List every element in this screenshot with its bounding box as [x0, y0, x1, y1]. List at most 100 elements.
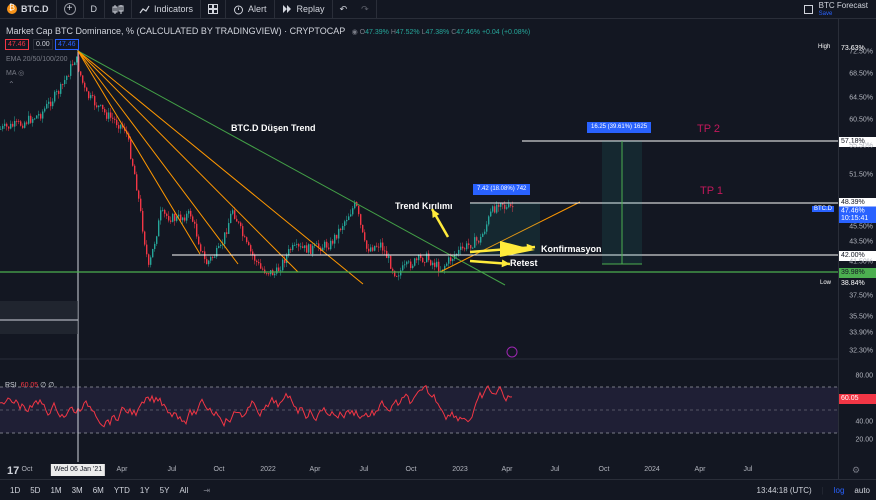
- rsi-label: RSI: [5, 382, 17, 389]
- candle-body: [132, 158, 134, 166]
- time-label: Jul: [167, 466, 177, 473]
- candle-body: [18, 121, 20, 123]
- candle-body: [490, 211, 492, 217]
- ask-box[interactable]: 47.46: [55, 39, 79, 50]
- candle-body: [246, 237, 248, 243]
- candle-body: [462, 246, 464, 249]
- eye-hidden-icon[interactable]: ◎: [18, 70, 25, 77]
- undo-button[interactable]: ↶: [333, 0, 355, 19]
- auto-toggle[interactable]: auto: [854, 485, 870, 495]
- candle-body: [70, 64, 72, 76]
- candle-body: [144, 231, 146, 245]
- candle-body: [458, 249, 460, 254]
- candle-body: [334, 234, 336, 244]
- candle-body: [326, 241, 328, 248]
- chart-pane[interactable]: Market Cap BTC Dominance, % (CALCULATED …: [0, 19, 838, 479]
- range-5d[interactable]: 5D: [30, 485, 41, 495]
- tp1-price-tag: 48.39%: [839, 198, 876, 208]
- candle-body: [280, 270, 282, 272]
- open-value: 47.39%: [365, 29, 389, 36]
- tradingview-logo[interactable]: 17: [7, 465, 20, 477]
- candle-body: [414, 258, 416, 266]
- templates-button[interactable]: [201, 0, 227, 19]
- candle-body: [98, 105, 100, 108]
- candle-body: [302, 246, 304, 248]
- close-value: 47.46%: [456, 29, 481, 36]
- candle-body: [260, 263, 262, 269]
- price-tick: 33.90%: [849, 329, 873, 337]
- range-5y[interactable]: 5Y: [159, 485, 170, 495]
- candle-body: [398, 275, 400, 277]
- clock[interactable]: 13:44:18 (UTC): [756, 485, 812, 495]
- replay-button[interactable]: Replay: [275, 0, 333, 19]
- candle-body: [78, 56, 80, 72]
- candle-body: [506, 207, 508, 209]
- candle-body: [268, 273, 270, 275]
- candle-body: [324, 241, 326, 248]
- range-ytd[interactable]: YTD: [113, 485, 130, 495]
- range-all[interactable]: All: [179, 485, 189, 495]
- compare-button[interactable]: +: [57, 0, 84, 19]
- low-scale-label: Low: [820, 280, 832, 286]
- candle-body: [482, 233, 484, 237]
- layout-name-button[interactable]: BTC Forecast Save: [819, 1, 868, 18]
- settings-gear-icon[interactable]: ⚙: [852, 465, 861, 475]
- ma-indicator-row[interactable]: MA ◎: [6, 69, 24, 77]
- chart-type-button[interactable]: [105, 0, 132, 19]
- range-1m[interactable]: 1M: [50, 485, 62, 495]
- candle-body: [142, 210, 144, 232]
- candle-body: [198, 236, 200, 245]
- candle-body: [172, 213, 174, 222]
- candle-body: [348, 216, 350, 221]
- alert-button[interactable]: Alert: [226, 0, 275, 19]
- eye-icon[interactable]: ◉: [351, 29, 358, 36]
- candle-body: [38, 114, 40, 116]
- range-3m[interactable]: 3M: [71, 485, 83, 495]
- candle-body: [486, 224, 488, 232]
- rsi-value: 60.05: [20, 382, 39, 389]
- candle-body: [58, 91, 60, 94]
- candle-body: [364, 232, 366, 241]
- range-6m[interactable]: 6M: [92, 485, 104, 495]
- date-range-icon[interactable]: ⇥: [203, 485, 211, 495]
- redo-button[interactable]: ↷: [354, 0, 377, 19]
- candle-body: [404, 264, 406, 266]
- low-tag: 38.84%: [839, 279, 876, 289]
- symbol-search[interactable]: BTC.D: [0, 0, 57, 19]
- interval-button[interactable]: D: [84, 0, 105, 19]
- symbol-label: BTC.D: [21, 4, 49, 14]
- indicators-button[interactable]: Indicators: [132, 0, 202, 19]
- layout-icon[interactable]: [803, 5, 813, 14]
- candle-body: [254, 255, 256, 261]
- range-1y[interactable]: 1Y: [139, 485, 150, 495]
- candle-body: [282, 259, 284, 271]
- collapse-legend-icon[interactable]: ⌃: [8, 80, 15, 89]
- candle-body: [230, 213, 232, 224]
- price-plot[interactable]: [0, 19, 838, 462]
- candle-body: [160, 210, 162, 221]
- rsi-price-tag: 60.05: [839, 394, 876, 404]
- time-axis[interactable]: Oct Apr Jul Oct 2022 Apr Jul Oct 2023 Apr Jul Oct 20…: [0, 462, 838, 479]
- candle-body: [66, 75, 68, 81]
- candle-body: [422, 257, 424, 263]
- candle-body: [178, 214, 180, 217]
- price-tick: 72.50%: [849, 48, 873, 56]
- candle-body: [14, 121, 16, 127]
- candle-body: [350, 214, 352, 217]
- bid-box[interactable]: 47.46: [5, 39, 29, 50]
- candle-body: [164, 209, 166, 214]
- candle-body: [504, 204, 506, 209]
- candle-body: [252, 251, 254, 256]
- fan-line: [77, 50, 239, 265]
- candle-body: [24, 122, 26, 128]
- downtrend-line: [77, 50, 506, 286]
- candle-body: [158, 220, 160, 237]
- time-label: Apr: [116, 466, 128, 473]
- annotation-breakout: Trend Kırılımı: [395, 201, 453, 211]
- ema-indicator-label[interactable]: EMA 20/50/100/200: [6, 56, 68, 63]
- log-toggle[interactable]: log: [833, 485, 845, 495]
- candle-body: [6, 123, 8, 127]
- range-1d[interactable]: 1D: [10, 485, 21, 495]
- time-label: Jul: [550, 466, 560, 473]
- price-scale[interactable]: 73.63% 57.18% 48.39% 47.46% 10:15:41 42.…: [838, 19, 876, 479]
